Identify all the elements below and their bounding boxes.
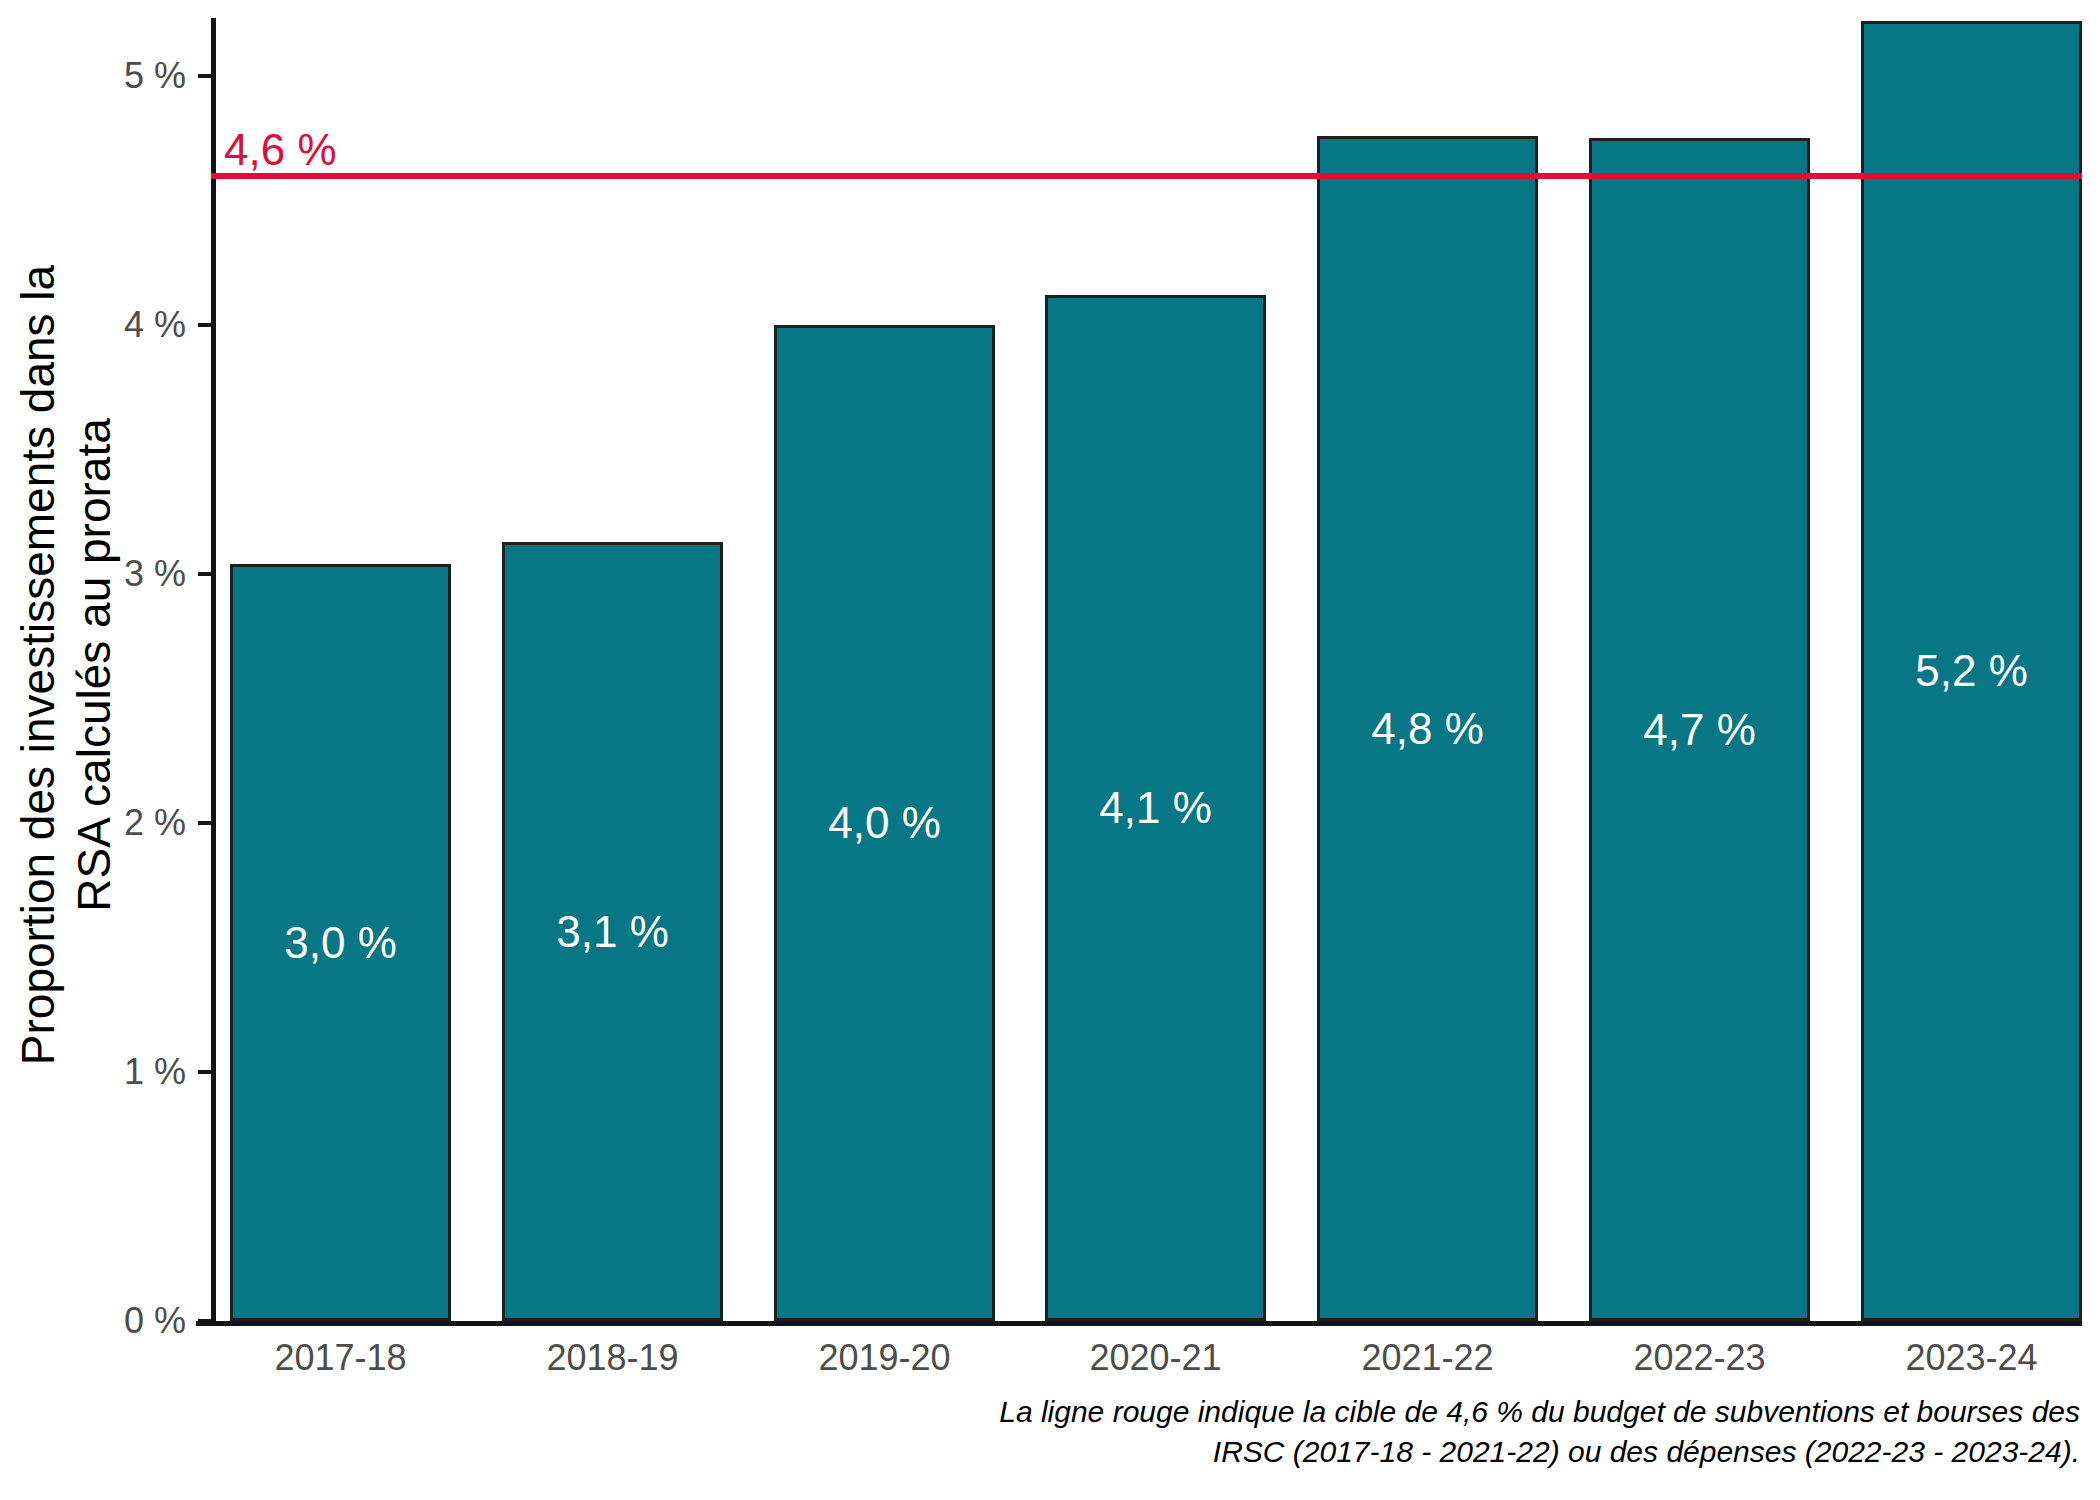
bar-value-label: 5,2 % bbox=[1915, 647, 2028, 695]
bar-value-label: 4,7 % bbox=[1643, 706, 1756, 754]
bar-2019-20: 4,0 % bbox=[774, 325, 995, 1321]
y-tick-label: 5 % bbox=[0, 54, 186, 98]
bar-value-label: 4,1 % bbox=[1099, 784, 1212, 832]
y-axis-title-line-2: RSA calculés au prorata bbox=[66, 0, 122, 1365]
chart-figure: Proportion des investissements dans la R… bbox=[0, 0, 2100, 1500]
bar-2020-21: 4,1 % bbox=[1045, 295, 1266, 1321]
y-tick-mark bbox=[198, 74, 211, 78]
bar-2021-22: 4,8 % bbox=[1317, 136, 1538, 1321]
target-line bbox=[211, 173, 2082, 179]
x-tick-label: 2020-21 bbox=[1045, 1336, 1266, 1380]
x-axis-line bbox=[196, 1321, 2082, 1326]
y-tick-mark bbox=[198, 821, 211, 825]
bar-2023-24: 5,2 % bbox=[1861, 21, 2082, 1321]
x-tick-label: 2022-23 bbox=[1589, 1336, 1810, 1380]
bar-2022-23: 4,7 % bbox=[1589, 138, 1810, 1321]
y-tick-label: 1 % bbox=[0, 1050, 186, 1094]
y-tick-mark bbox=[198, 1070, 211, 1074]
bar-2018-19: 3,1 % bbox=[502, 542, 723, 1321]
y-tick-mark bbox=[198, 323, 211, 327]
target-line-label: 4,6 % bbox=[224, 127, 337, 173]
x-tick-label: 2021-22 bbox=[1317, 1336, 1538, 1380]
y-tick-mark bbox=[198, 572, 211, 576]
bar-2017-18: 3,0 % bbox=[230, 564, 451, 1321]
y-axis-line bbox=[211, 18, 216, 1326]
y-axis-title-line-1: Proportion des investissements dans la bbox=[10, 0, 66, 1365]
y-tick-label: 0 % bbox=[0, 1299, 186, 1343]
bar-value-label: 4,0 % bbox=[828, 799, 941, 847]
caption: La ligne rouge indique la cible de 4,6 %… bbox=[999, 1392, 2080, 1472]
x-tick-label: 2017-18 bbox=[230, 1336, 451, 1380]
y-tick-label: 4 % bbox=[0, 303, 186, 347]
bar-value-label: 3,1 % bbox=[556, 908, 669, 956]
caption-line-2: IRSC (2017-18 - 2021-22) ou des dépenses… bbox=[999, 1432, 2080, 1472]
y-tick-label: 3 % bbox=[0, 552, 186, 596]
x-tick-label: 2018-19 bbox=[502, 1336, 723, 1380]
bar-value-label: 3,0 % bbox=[284, 919, 397, 967]
x-tick-label: 2019-20 bbox=[774, 1336, 995, 1380]
y-tick-label: 2 % bbox=[0, 801, 186, 845]
x-tick-label: 2023-24 bbox=[1861, 1336, 2082, 1380]
bar-value-label: 4,8 % bbox=[1371, 705, 1484, 753]
y-axis-title: Proportion des investissements dans la R… bbox=[10, 0, 126, 1365]
caption-line-1: La ligne rouge indique la cible de 4,6 %… bbox=[999, 1392, 2080, 1432]
